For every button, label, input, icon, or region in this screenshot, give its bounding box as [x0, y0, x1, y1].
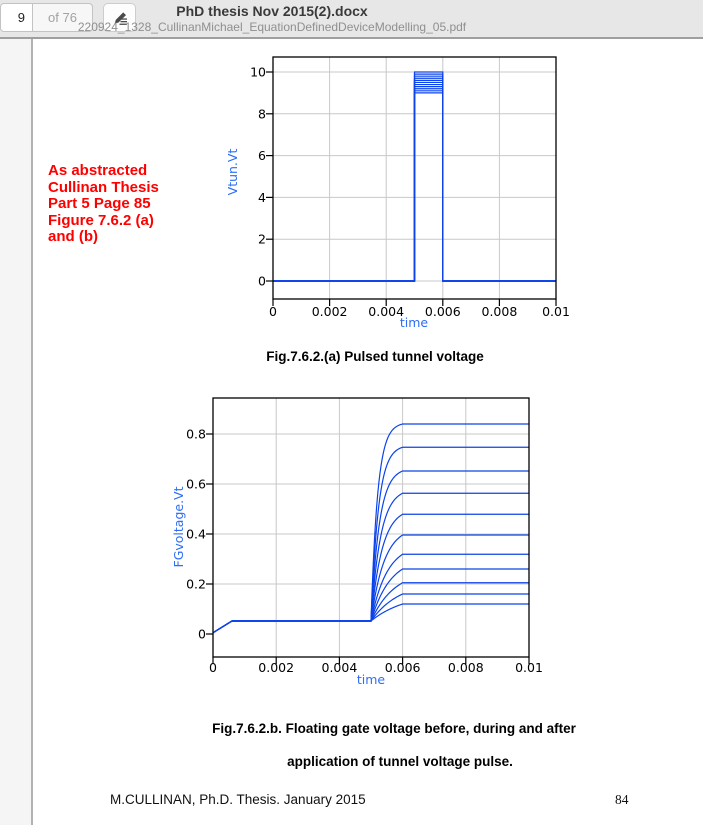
- figure-b-caption-line1: Fig.7.6.2.b. Floating gate voltage befor…: [212, 721, 576, 736]
- footer-thesis-label: M.CULLINAN, Ph.D. Thesis. January 2015: [110, 792, 366, 807]
- axis-ticks: [266, 71, 557, 306]
- series: [212, 423, 529, 634]
- svg-text:0.01: 0.01: [542, 304, 570, 319]
- viewer-margin-strip: [0, 39, 31, 825]
- red-annotation-line: As abstracted: [48, 162, 148, 179]
- page-count-label: of 76: [33, 3, 93, 32]
- series: [273, 71, 556, 282]
- y-axis-label: FGvoltage.Vt: [171, 486, 186, 567]
- svg-text:8: 8: [258, 106, 266, 121]
- svg-text:0: 0: [209, 660, 217, 675]
- svg-text:2: 2: [258, 232, 266, 247]
- chart-pulsed-tunnel-voltage: 0 0.002 0.004 0.006 0.008 0.01 0 2 4 6 8 10 time Vtun…: [225, 56, 570, 330]
- plot-border: [212, 397, 530, 658]
- grid: [213, 398, 529, 657]
- y-axis-label: Vtun.Vt: [225, 149, 240, 196]
- tick-labels: 0 0.002 0.004 0.006 0.008 0.01 0 0.2 0.4 0.6 0.8: [186, 427, 543, 676]
- page-number-box: [0, 3, 33, 32]
- figure-b-caption-line2: application of tunnel voltage pulse.: [287, 754, 513, 769]
- document-title: PhD thesis Nov 2015(2).docx: [176, 3, 368, 19]
- axis-ticks: [206, 433, 530, 664]
- svg-text:0.4: 0.4: [186, 527, 206, 542]
- svg-text:0.002: 0.002: [312, 304, 348, 319]
- plot-border: [272, 56, 557, 300]
- svg-text:0.006: 0.006: [385, 660, 421, 675]
- figure-a-caption: Fig.7.6.2.(a) Pulsed tunnel voltage: [266, 349, 484, 364]
- red-annotation-line: Figure 7.6.2 (a): [48, 211, 154, 229]
- page-number-input[interactable]: [1, 4, 32, 31]
- viewer-toolbar: of 76 PhD thesis Nov 2015(2).docx 220924…: [0, 0, 703, 39]
- svg-text:6: 6: [258, 148, 266, 163]
- svg-text:0: 0: [269, 304, 277, 319]
- svg-text:4: 4: [258, 190, 266, 205]
- document-subtitle: 220924_1328_CullinanMichael_EquationDefi…: [77, 20, 467, 34]
- tick-labels: 0 0.002 0.004 0.006 0.008 0.01 0 2 4 6 8 10: [250, 65, 570, 320]
- svg-text:0.2: 0.2: [186, 577, 206, 592]
- edit-annotate-button[interactable]: [103, 3, 136, 32]
- red-annotation-line: and (b): [48, 228, 98, 245]
- svg-text:0.6: 0.6: [186, 477, 206, 492]
- svg-text:10: 10: [250, 65, 266, 80]
- svg-text:0.01: 0.01: [515, 660, 543, 675]
- svg-text:0.006: 0.006: [425, 304, 461, 319]
- svg-text:0.008: 0.008: [448, 660, 484, 675]
- red-annotation-line: Cullinan Thesis: [48, 178, 159, 196]
- svg-text:0.8: 0.8: [186, 427, 206, 442]
- document-page: [31, 39, 703, 825]
- svg-text:0: 0: [198, 627, 206, 642]
- pencil-icon: [110, 8, 130, 28]
- svg-text:0.004: 0.004: [322, 660, 358, 675]
- chart-floating-gate-voltage: 0 0.002 0.004 0.006 0.008 0.01 0 0.2 0.4 0.6 0.8 ti…: [171, 397, 543, 687]
- x-axis-label: time: [400, 315, 429, 330]
- svg-text:0.008: 0.008: [482, 304, 518, 319]
- x-axis-label: time: [357, 672, 386, 687]
- svg-text:0: 0: [258, 274, 266, 289]
- svg-text:0.002: 0.002: [258, 660, 294, 675]
- footer-page-number: 84: [615, 792, 629, 807]
- svg-text:0.004: 0.004: [368, 304, 404, 319]
- red-annotation-note: As abstracted Cullinan Thesis Part 5 Pag…: [48, 162, 208, 246]
- red-annotation-line: Part 5 Page 85: [48, 195, 151, 212]
